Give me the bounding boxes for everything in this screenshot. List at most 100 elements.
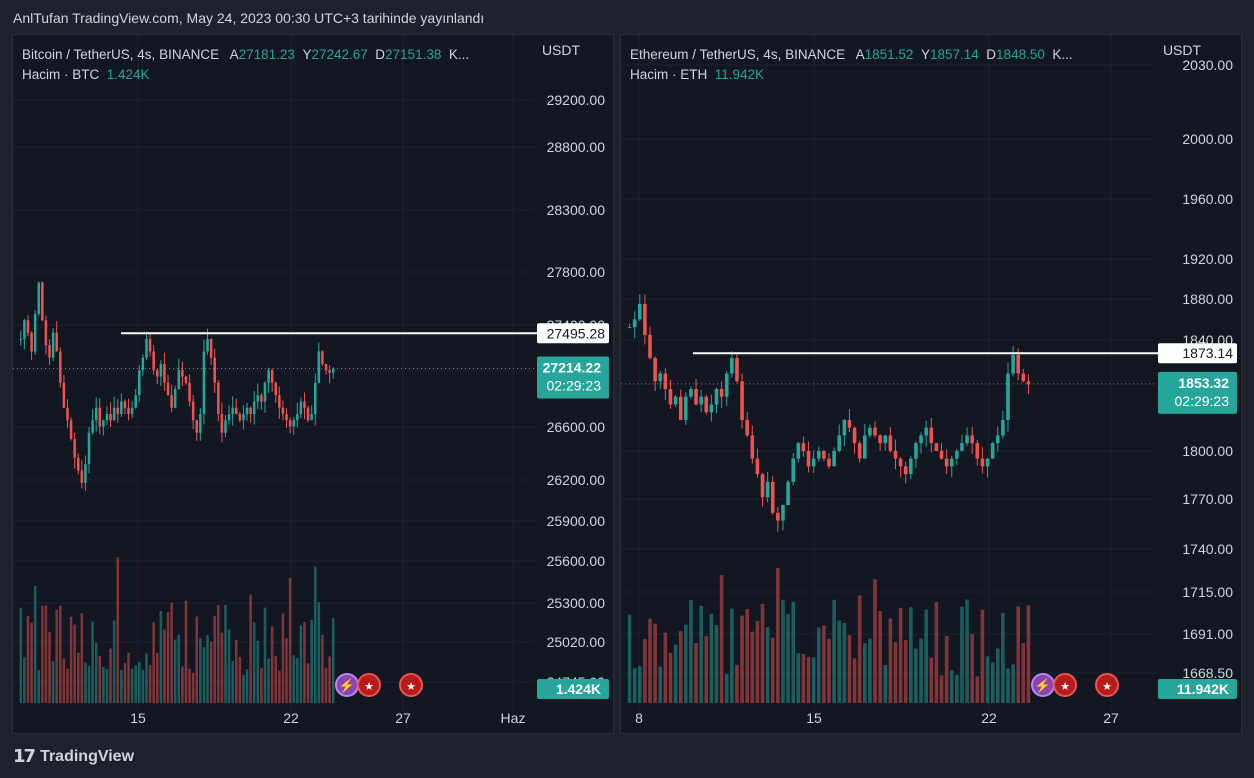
volume-bar <box>87 665 91 703</box>
candle-body <box>245 407 249 415</box>
candle-body <box>166 382 170 396</box>
us-flag-event-icon <box>357 673 381 697</box>
volume-bar <box>847 635 852 703</box>
candle-body <box>786 481 790 506</box>
eth-chart-panel[interactable]: USDT 2030.00 2000.00 1960.00 1920.00 1880.00 1… <box>620 34 1242 734</box>
volume-bar <box>893 642 898 703</box>
volume-bar <box>91 621 94 703</box>
price-tick-label: 1800.00 <box>1182 443 1233 459</box>
footer-brand: TradingView <box>40 747 135 765</box>
candle-body <box>965 435 969 444</box>
volume-bar <box>252 622 256 703</box>
candle-body <box>801 443 806 451</box>
volume-bar <box>331 618 335 703</box>
volume-bar <box>245 669 249 703</box>
volume-bar <box>919 638 923 703</box>
volume-bar <box>791 601 795 703</box>
volume-bar <box>249 594 252 703</box>
candle-body <box>303 401 306 408</box>
candle-body <box>740 381 744 420</box>
tradingview-logo-icon: 𝟭𝟳 <box>13 746 36 766</box>
volume-bar <box>765 627 770 703</box>
candle-body <box>87 432 91 465</box>
candle-body <box>30 332 33 352</box>
candle-body <box>23 320 26 339</box>
flag-glyph: ★ <box>1102 681 1112 693</box>
volume-bar <box>84 662 87 703</box>
candle-body <box>955 450 959 459</box>
volume-bar <box>822 625 826 703</box>
candle-body <box>155 370 159 377</box>
volume-bar <box>883 665 888 703</box>
candle-body <box>44 320 48 346</box>
publish-header: AnlTufan TradingView.com, May 24, 2023 0… <box>13 10 485 26</box>
candle-body <box>995 435 1000 444</box>
volume-bar <box>709 613 714 703</box>
volume-bar <box>19 607 23 703</box>
candle-body <box>217 382 220 415</box>
candle-body <box>288 420 292 427</box>
candle-body <box>832 450 836 467</box>
candle-body <box>857 443 862 459</box>
candle-body <box>678 396 683 420</box>
candle-body <box>138 370 141 396</box>
volume-bar <box>990 662 995 703</box>
tradingview-footer[interactable]: 𝟭𝟳 TradingView <box>13 746 134 767</box>
candle-body <box>310 414 313 421</box>
volume-bar <box>857 595 862 703</box>
eth-symbol[interactable]: Ethereum / TetherUS, 4s, BINANCE <box>630 47 846 62</box>
volume-bar <box>944 635 949 703</box>
volume-bar <box>934 602 939 703</box>
btc-symbol[interactable]: Bitcoin / TetherUS, 4s, BINANCE <box>22 47 220 62</box>
volume-bar <box>130 668 134 703</box>
candle-body <box>944 458 949 467</box>
volume-bar <box>109 648 112 703</box>
volume-bar <box>41 605 44 703</box>
candle-body <box>960 443 964 451</box>
volume-bar <box>285 638 288 703</box>
volume-bar <box>292 655 295 703</box>
volume-bar <box>903 640 908 703</box>
candle-body <box>234 407 238 415</box>
btc-chart-svg[interactable]: USDT29200.0028800.0028300.0027800.002740… <box>13 35 613 733</box>
volume-bar <box>965 599 969 703</box>
candle-body <box>109 414 112 421</box>
volume-bar <box>23 657 26 703</box>
candle-body <box>37 282 41 314</box>
candle-body <box>66 407 69 421</box>
volume-bar <box>714 625 719 703</box>
candle-body <box>1026 381 1031 385</box>
candle-body <box>842 419 847 436</box>
price-tick-label: 1715.00 <box>1182 584 1233 600</box>
volume-bar <box>177 634 181 703</box>
candle-body <box>116 407 120 415</box>
volume-bar <box>59 605 62 703</box>
candle-body <box>827 458 831 467</box>
btc-chart-panel[interactable]: USDT29200.0028800.0028300.0027800.002740… <box>12 34 614 734</box>
volume-bar <box>811 657 816 703</box>
candle-body <box>914 443 918 459</box>
candle-body <box>648 334 652 359</box>
volume-bar <box>985 656 990 703</box>
candle-body <box>159 363 163 377</box>
volume-bar <box>213 616 216 703</box>
price-tick-label: 26200.00 <box>547 472 606 488</box>
resistance-badge <box>537 323 609 344</box>
candle-body <box>105 414 109 421</box>
volume-bar <box>30 622 33 703</box>
volume-bar <box>929 657 934 703</box>
eth-open: 1851.52 <box>864 47 914 62</box>
volume-bar <box>170 602 173 703</box>
candle-body <box>267 370 270 383</box>
candle-body <box>170 395 173 408</box>
candle-body <box>924 427 928 436</box>
candle-body <box>130 407 134 415</box>
candle-body <box>816 450 821 459</box>
volume-bar <box>740 615 744 703</box>
volume-bar <box>724 673 729 703</box>
volume-bar <box>1001 612 1005 703</box>
price-tick-label: 25900.00 <box>547 513 606 529</box>
volume-bar <box>1026 605 1031 703</box>
last-price-badge <box>537 356 609 399</box>
